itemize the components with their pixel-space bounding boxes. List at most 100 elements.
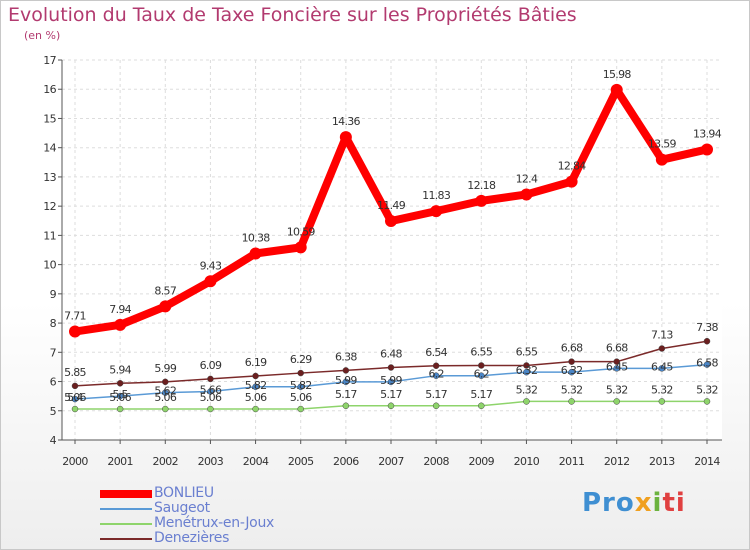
y-tick-label: 16 <box>43 83 56 96</box>
data-point <box>207 388 214 395</box>
legend-item-bonlieu: BONLIEU <box>100 485 360 501</box>
data-point <box>568 398 575 405</box>
data-point <box>385 215 397 228</box>
x-tick-label: 2004 <box>243 455 269 468</box>
y-tick-label: 17 <box>43 54 56 67</box>
data-point <box>297 405 304 413</box>
data-point <box>252 383 259 391</box>
data-label: 5.32 <box>651 383 673 396</box>
legend-item-menetrux: Menétrux-en-Joux <box>100 515 360 531</box>
data-point <box>162 389 169 396</box>
data-point <box>339 131 352 144</box>
data-point <box>432 372 440 379</box>
data-point <box>294 241 307 254</box>
data-label: 5.06 <box>290 391 312 404</box>
y-tick-label: 9 <box>50 288 57 301</box>
data-label: 5.62 <box>154 385 176 398</box>
proxiti-logo: Proxiti <box>582 488 686 518</box>
data-label: 10.59 <box>287 225 316 238</box>
y-tick-label: 15 <box>43 112 56 125</box>
data-label: 7.94 <box>109 303 131 316</box>
data-point <box>116 405 124 413</box>
data-label: 5.66 <box>200 383 222 396</box>
data-point <box>703 398 711 405</box>
data-label: 5.4 <box>67 391 83 404</box>
data-point <box>116 392 124 400</box>
chart-legend: BONLIEU Saugeot Menétrux-en-Joux Deneziè… <box>100 485 360 546</box>
data-label: 6.54 <box>425 346 447 359</box>
data-point <box>252 372 259 380</box>
legend-swatch-denezieres <box>100 538 152 540</box>
data-label: 6.45 <box>606 360 628 373</box>
data-point <box>430 205 443 218</box>
data-label: 15.98 <box>603 68 632 81</box>
data-label: 5.06 <box>109 391 131 404</box>
legend-label-saugeot: Saugeot <box>154 500 210 516</box>
x-tick-label: 2012 <box>604 455 630 468</box>
x-tick-label: 2010 <box>514 455 540 468</box>
legend-swatch-menetrux <box>100 523 152 525</box>
x-tick-label: 2005 <box>288 455 314 468</box>
data-point <box>520 188 533 201</box>
data-label: 6.2 <box>428 368 443 381</box>
data-label: 6.55 <box>516 345 538 358</box>
data-point <box>613 365 620 372</box>
data-point <box>387 378 395 386</box>
data-label: 5.5 <box>112 388 128 401</box>
y-tick-label: 5 <box>50 405 57 418</box>
data-label: 6.19 <box>245 356 267 369</box>
data-label: 6.68 <box>606 342 628 355</box>
x-tick-label: 2008 <box>423 455 449 468</box>
plot-area <box>62 60 722 440</box>
data-label: 5.32 <box>561 383 583 396</box>
x-tick-label: 2006 <box>333 455 359 468</box>
y-tick-label: 13 <box>43 171 56 184</box>
data-point <box>658 398 666 405</box>
data-point <box>432 402 440 410</box>
data-label: 5.17 <box>425 388 447 401</box>
data-label: 6.32 <box>561 364 583 377</box>
data-point <box>523 362 530 369</box>
data-point <box>478 402 485 410</box>
data-label: 6.32 <box>516 364 538 377</box>
data-point <box>252 405 259 413</box>
data-point <box>703 337 711 345</box>
data-label: 6.38 <box>335 350 357 363</box>
data-label: 5.32 <box>696 383 718 396</box>
data-label: 5.32 <box>606 383 628 396</box>
data-point <box>207 405 214 413</box>
data-point <box>658 365 666 372</box>
data-point <box>297 369 304 377</box>
y-tick-label: 8 <box>50 317 57 330</box>
data-label: 6.45 <box>651 360 673 373</box>
data-point <box>703 361 711 368</box>
data-point <box>162 405 169 413</box>
data-label: 12.4 <box>516 172 538 185</box>
data-point <box>297 383 304 391</box>
y-tick-label: 4 <box>50 434 57 447</box>
data-point <box>71 395 79 403</box>
data-point <box>655 153 668 166</box>
data-label: 11.83 <box>422 189 451 202</box>
y-tick-label: 7 <box>50 346 57 359</box>
data-point <box>207 375 214 383</box>
x-tick-label: 2011 <box>559 455 585 468</box>
data-point <box>342 402 350 410</box>
data-point <box>342 367 350 374</box>
data-label: 6.2 <box>474 368 489 381</box>
data-point <box>658 345 666 352</box>
data-point <box>432 362 440 370</box>
data-point <box>71 382 79 390</box>
data-point <box>162 378 169 386</box>
data-point <box>249 247 262 260</box>
data-point <box>565 175 578 188</box>
data-point <box>71 405 79 413</box>
data-label: 5.82 <box>245 379 267 392</box>
data-label: 7.38 <box>696 321 718 334</box>
x-tick-label: 2014 <box>694 455 720 468</box>
data-label: 6.09 <box>200 359 222 372</box>
data-point <box>204 275 217 288</box>
data-label: 7.71 <box>64 310 86 323</box>
data-label: 5.17 <box>380 388 402 401</box>
